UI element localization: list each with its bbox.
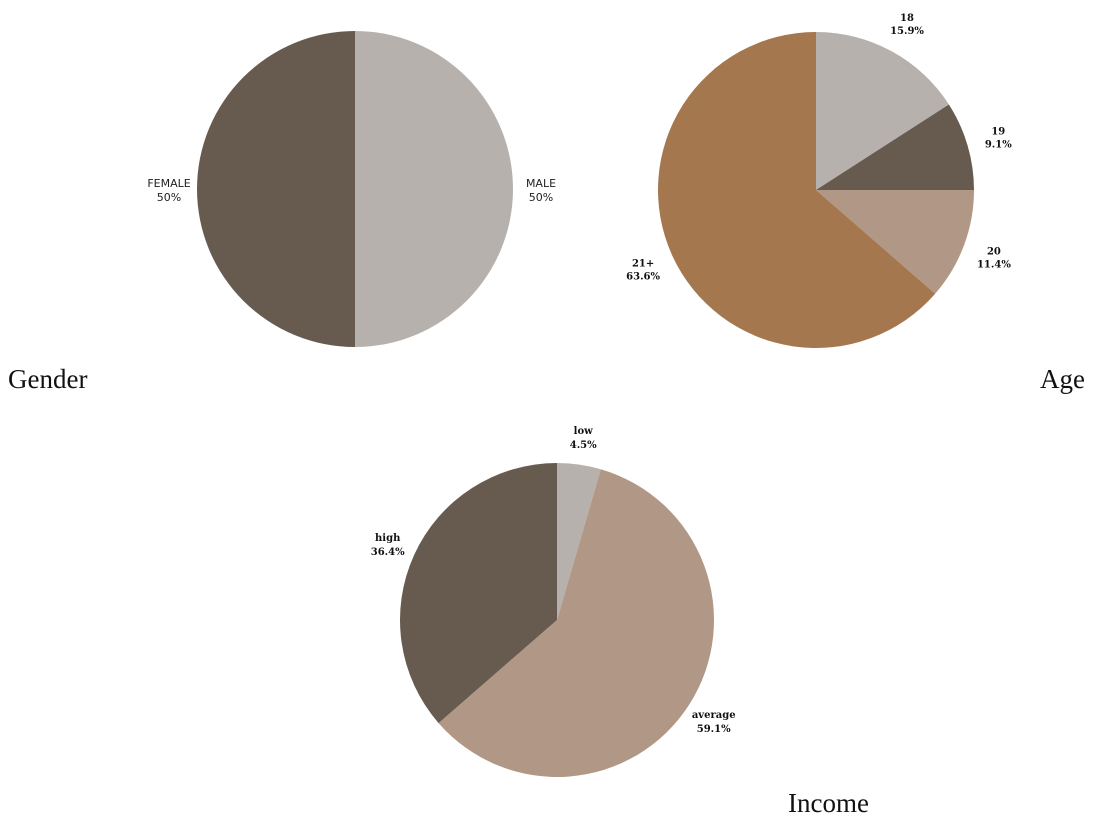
age-slice-label-21-plus: 21+ 63.6% [626,259,660,283]
age-slice-19 [816,104,974,190]
income-slice-name-low: low [574,426,593,437]
income-slice-low [557,462,601,620]
gender-chart-caption: Gender [8,364,88,394]
gender-slice-female [197,31,355,347]
age-slice-percent-20: 11.4% [977,260,1011,271]
age-slice-percent-19: 9.1% [985,139,1012,150]
gender-pie-chart: MALE 50%FEMALE 50% [147,31,556,347]
gender-slice-male [355,31,513,347]
income-slice-percent-average: 59.1% [697,724,731,735]
age-slice-name-19: 19 [991,126,1005,137]
income-slice-name-high: high [375,533,401,544]
age-slice-name-21-plus: 21+ [632,259,654,270]
gender-slice-label-female: FEMALE 50% [147,177,190,204]
income-pie-chart: low 4.5% average 59.1% high 36.4% [371,426,736,777]
income-chart-caption: Income [788,788,869,818]
gender-slice-percent-female: 50% [157,191,181,204]
income-slice-label-low: low 4.5% [570,426,597,451]
age-slice-percent-21-plus: 63.6% [626,272,660,283]
age-slice-name-18: 18 [900,13,914,24]
age-slice-name-20: 20 [987,247,1001,258]
age-slice-label-20: 20 11.4% [977,247,1011,271]
age-slice-label-19: 19 9.1% [985,126,1012,150]
age-slice-label-18: 18 15.9% [890,13,924,37]
income-slice-percent-low: 4.5% [570,440,597,451]
income-slice-average [438,469,714,777]
income-slice-name-average: average [692,710,736,721]
age-slice-18 [816,32,949,190]
gender-slice-name-female: FEMALE [147,177,190,190]
gender-slice-label-male: MALE 50% [526,177,556,204]
age-chart-caption: Age [1040,364,1085,394]
income-slice-label-average: average 59.1% [692,710,736,735]
income-slice-high [400,463,557,724]
age-pie-chart: 18 15.9% 19 9.1% 20 11.4% 21+ 63.6% [626,13,1012,348]
gender-slice-name-male: MALE [526,177,556,190]
age-slice-percent-18: 15.9% [890,26,924,37]
age-slice-21-plus [657,32,936,348]
income-slice-label-high: high 36.4% [371,533,405,558]
gender-slice-percent-male: 50% [529,191,553,204]
income-slice-percent-high: 36.4% [371,547,405,558]
age-slice-20 [816,190,974,294]
